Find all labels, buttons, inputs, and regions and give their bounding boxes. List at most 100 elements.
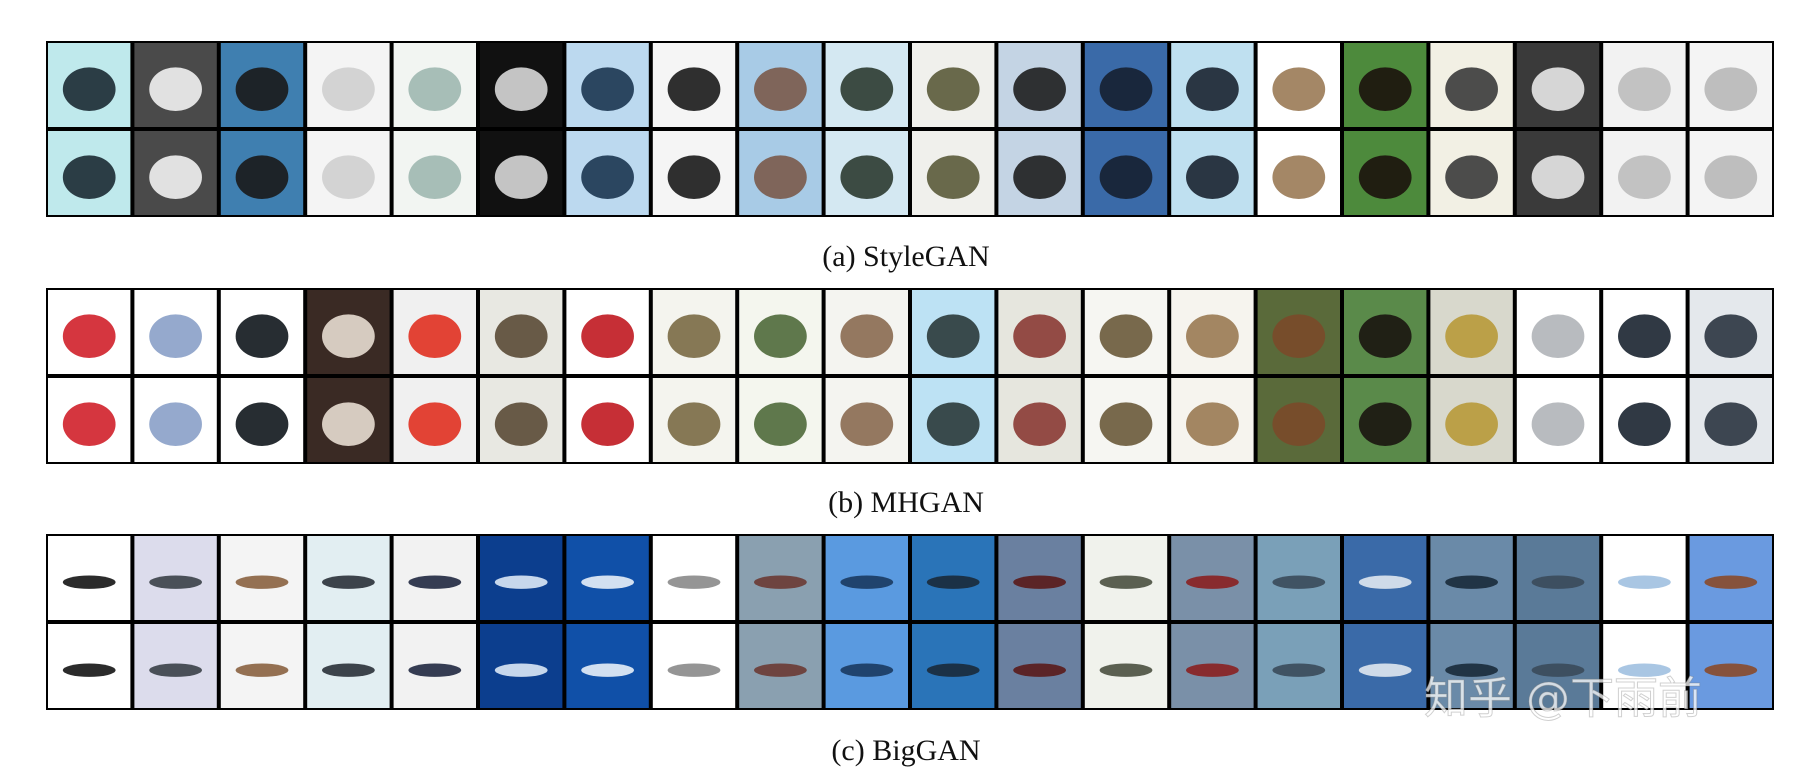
image-subject [1099,155,1153,200]
image-subject [840,155,894,200]
image-subject [408,67,462,112]
image-subject [667,314,721,359]
image-subject [1099,402,1153,447]
image-subject [1099,314,1153,359]
image-subject [322,663,375,677]
caption: (b) MHGAN [828,486,984,519]
image-subject [1445,314,1498,359]
image-subject [1013,402,1066,447]
image-subject [926,155,980,200]
image-subject [494,155,548,200]
image-subject [1186,155,1239,200]
image-subject [754,67,807,112]
image-subject [667,402,721,447]
image-subject [149,402,202,447]
image-subject [1618,155,1671,200]
image-subject [1013,155,1066,200]
image-subject [1013,67,1066,112]
image-subject [1013,575,1066,589]
image-subject [1358,67,1412,112]
image-subject [1445,67,1498,112]
image-subject [322,314,375,359]
image-subject [754,663,807,677]
image-subject [1704,663,1758,677]
image-subject [840,314,894,359]
image-subject [1618,402,1671,447]
image-subject [667,67,721,112]
image-subject [581,575,634,589]
image-subject [62,663,116,677]
image-subject [1013,314,1066,359]
image-subject [322,155,375,200]
image-subject [1531,314,1585,359]
image-subject [926,314,980,359]
image-subject [1186,575,1239,589]
image-subject [1704,314,1758,359]
image-subject [581,67,634,112]
image-subject [1531,155,1585,200]
image-subject [62,67,116,112]
image-subject [1358,155,1412,200]
image-subject [1186,663,1239,677]
image-subject [1272,314,1326,359]
image-subject [235,663,289,677]
image-subject [494,663,548,677]
image-subject [1186,67,1239,112]
image-subject [322,575,375,589]
image-subject [62,575,116,589]
image-subject [1531,67,1585,112]
image-subject [1704,67,1758,112]
image-subject [1272,575,1326,589]
image-subject [840,402,894,447]
image-subject [667,575,721,589]
caption: (a) StyleGAN [822,240,989,273]
image-subject [235,155,289,200]
image-subject [1272,155,1326,200]
image-subject [494,402,548,447]
image-subject [754,575,807,589]
image-subject [1358,575,1412,589]
image-subject [1358,314,1412,359]
image-subject [149,663,202,677]
image-subject [926,575,980,589]
image-subject [1186,402,1239,447]
image-subject [408,402,462,447]
image-grids [46,41,1774,710]
image-subject [1013,663,1066,677]
image-subject [1358,663,1412,677]
image-subject [581,663,634,677]
image-subject [1358,402,1412,447]
image-subject [235,67,289,112]
image-subject [62,155,116,200]
image-subject [1618,575,1671,589]
image-subject [1704,155,1758,200]
image-subject [581,402,634,447]
image-subject [1531,575,1585,589]
image-subject [1445,402,1498,447]
image-subject [1704,402,1758,447]
image-subject [1531,402,1585,447]
image-subject [149,67,202,112]
caption: (c) BigGAN [831,734,980,767]
image-subject [1618,314,1671,359]
image-subject [754,402,807,447]
image-subject [149,575,202,589]
image-subject [1272,663,1326,677]
image-subject [408,575,462,589]
image-subject [1099,67,1153,112]
image-subject [1099,575,1153,589]
image-subject [149,155,202,200]
image-subject [840,575,894,589]
image-subject [926,67,980,112]
image-subject [1531,663,1585,677]
image-subject [1272,67,1326,112]
image-subject [235,575,289,589]
image-subject [494,314,548,359]
image-subject [235,314,289,359]
watermark: 知乎 @下雨前 [1424,673,1702,724]
image-subject [1186,314,1239,359]
image-subject [667,155,721,200]
image-subject [754,155,807,200]
image-subject [1445,155,1498,200]
image-subject [1445,575,1498,589]
